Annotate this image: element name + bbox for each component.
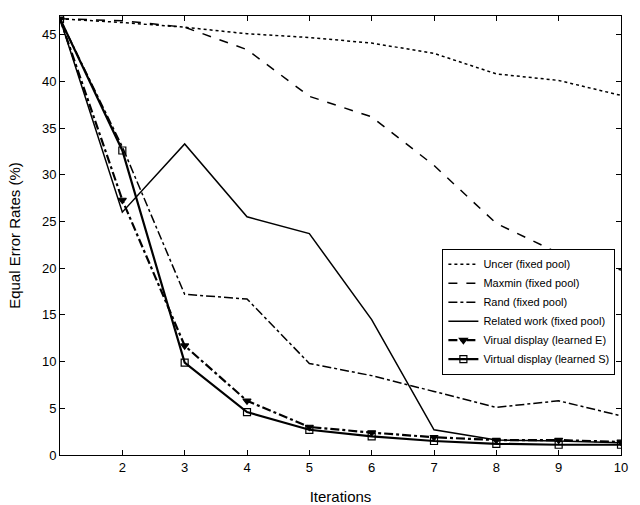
svg-text:2: 2 <box>119 460 126 475</box>
svg-text:Virtual display (learned S): Virtual display (learned S) <box>483 353 609 365</box>
svg-text:9: 9 <box>555 460 562 475</box>
svg-text:8: 8 <box>493 460 500 475</box>
svg-text:Iterations: Iterations <box>310 488 372 505</box>
svg-text:7: 7 <box>430 460 437 475</box>
svg-text:30: 30 <box>42 167 56 182</box>
svg-text:35: 35 <box>42 121 56 136</box>
svg-text:Rand (fixed pool): Rand (fixed pool) <box>483 296 567 308</box>
svg-text:45: 45 <box>42 27 56 42</box>
svg-text:4: 4 <box>243 460 250 475</box>
svg-text:3: 3 <box>181 460 188 475</box>
svg-text:Related work (fixed pool): Related work (fixed pool) <box>483 315 605 327</box>
svg-text:25: 25 <box>42 214 56 229</box>
svg-text:Equal Error Rates (%): Equal Error Rates (%) <box>6 162 23 309</box>
svg-text:Maxmin (fixed pool): Maxmin (fixed pool) <box>483 277 579 289</box>
svg-text:20: 20 <box>42 261 56 276</box>
svg-text:0: 0 <box>49 448 56 463</box>
svg-text:10: 10 <box>42 354 56 369</box>
svg-text:Uncer (fixed pool): Uncer (fixed pool) <box>483 258 570 270</box>
svg-text:40: 40 <box>42 74 56 89</box>
svg-text:15: 15 <box>42 307 56 322</box>
svg-text:Virual display (learned E): Virual display (learned E) <box>483 334 606 346</box>
svg-text:10: 10 <box>614 460 628 475</box>
svg-text:5: 5 <box>49 401 56 416</box>
svg-text:5: 5 <box>306 460 313 475</box>
svg-text:6: 6 <box>368 460 375 475</box>
